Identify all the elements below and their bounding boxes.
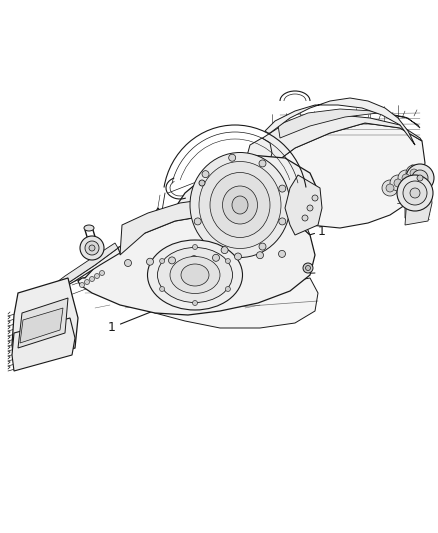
Polygon shape: [12, 278, 78, 368]
Circle shape: [403, 181, 427, 205]
Circle shape: [406, 165, 422, 181]
Circle shape: [234, 253, 241, 260]
Circle shape: [386, 184, 394, 192]
Circle shape: [398, 170, 414, 186]
Polygon shape: [405, 165, 428, 218]
Circle shape: [279, 218, 286, 225]
Circle shape: [257, 252, 264, 259]
Circle shape: [199, 180, 205, 186]
Polygon shape: [78, 213, 315, 315]
Text: 1: 1: [318, 225, 326, 238]
Circle shape: [279, 251, 286, 257]
Circle shape: [169, 257, 176, 264]
Circle shape: [89, 277, 95, 281]
Circle shape: [124, 260, 131, 266]
Polygon shape: [148, 278, 318, 328]
Ellipse shape: [232, 196, 248, 214]
Polygon shape: [15, 248, 120, 325]
Circle shape: [202, 171, 209, 177]
Ellipse shape: [210, 173, 270, 238]
Circle shape: [303, 263, 313, 273]
Circle shape: [159, 287, 165, 292]
Circle shape: [89, 245, 95, 251]
Circle shape: [382, 180, 398, 196]
Polygon shape: [265, 98, 415, 145]
Circle shape: [305, 265, 311, 271]
Ellipse shape: [199, 161, 281, 248]
Circle shape: [221, 247, 228, 254]
Polygon shape: [248, 115, 422, 193]
Ellipse shape: [170, 256, 220, 294]
Circle shape: [410, 188, 420, 198]
Ellipse shape: [158, 247, 233, 303]
Circle shape: [412, 170, 428, 186]
Polygon shape: [278, 109, 420, 138]
Circle shape: [95, 273, 99, 279]
Circle shape: [390, 175, 406, 191]
Circle shape: [192, 301, 198, 305]
Circle shape: [192, 245, 198, 249]
Ellipse shape: [84, 225, 94, 231]
Ellipse shape: [223, 186, 258, 224]
Circle shape: [259, 160, 266, 167]
Polygon shape: [40, 243, 118, 301]
Circle shape: [302, 215, 308, 221]
Circle shape: [410, 169, 418, 177]
Circle shape: [229, 154, 236, 161]
Circle shape: [226, 259, 230, 263]
Circle shape: [159, 259, 165, 263]
Circle shape: [80, 282, 85, 287]
Ellipse shape: [181, 264, 209, 286]
Circle shape: [212, 254, 219, 261]
Circle shape: [397, 175, 433, 211]
Polygon shape: [405, 173, 432, 225]
Circle shape: [402, 174, 410, 182]
Circle shape: [99, 271, 105, 276]
Polygon shape: [155, 155, 320, 250]
Ellipse shape: [190, 152, 290, 257]
Circle shape: [191, 256, 198, 263]
Circle shape: [80, 236, 104, 260]
Circle shape: [279, 185, 286, 192]
Polygon shape: [120, 198, 310, 255]
Circle shape: [417, 175, 423, 181]
Circle shape: [194, 218, 201, 225]
Polygon shape: [285, 175, 322, 235]
Circle shape: [406, 164, 434, 192]
Circle shape: [85, 279, 89, 285]
Polygon shape: [18, 298, 68, 348]
Circle shape: [312, 195, 318, 201]
Text: 1: 1: [108, 321, 116, 334]
Circle shape: [226, 287, 230, 292]
Polygon shape: [12, 318, 75, 371]
Circle shape: [146, 258, 153, 265]
Polygon shape: [20, 308, 63, 343]
Circle shape: [394, 179, 402, 187]
Circle shape: [307, 205, 313, 211]
Polygon shape: [243, 138, 272, 193]
Circle shape: [85, 241, 99, 255]
Polygon shape: [240, 123, 425, 228]
Circle shape: [259, 243, 266, 250]
Ellipse shape: [148, 240, 243, 310]
